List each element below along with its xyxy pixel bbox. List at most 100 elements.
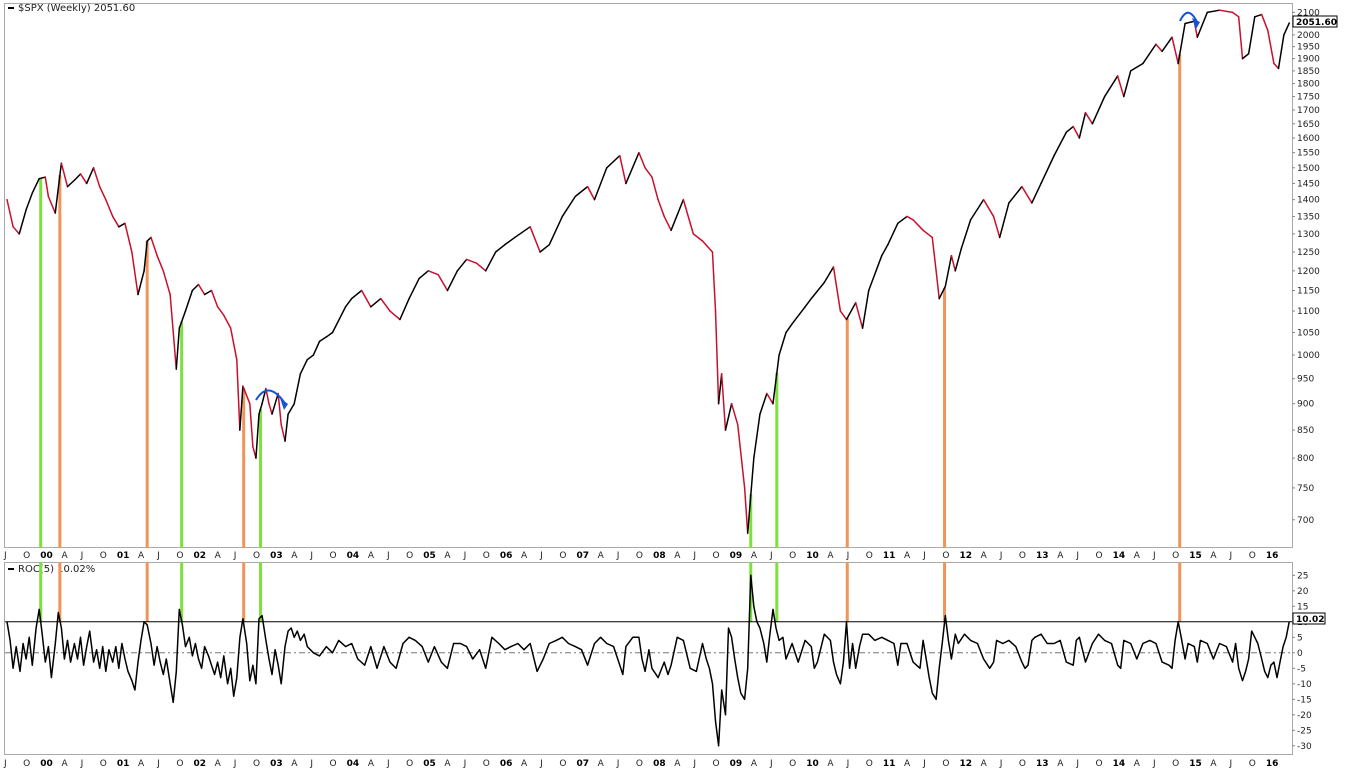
- price-segment: [210, 289, 219, 308]
- x-month-label: J: [463, 551, 467, 561]
- x-month-label: J: [692, 759, 696, 769]
- x-year-label: 07: [576, 551, 589, 561]
- price-segment: [644, 167, 653, 178]
- price-y-tick-label: 1350: [1297, 212, 1320, 222]
- price-last-value-box: 2051.60: [1292, 15, 1338, 28]
- x-month-label: O: [559, 551, 566, 561]
- price-segment: [1116, 75, 1125, 98]
- x-year-label: 16: [1266, 759, 1279, 769]
- price-segment: [1237, 16, 1244, 60]
- x-month-label: A: [368, 759, 375, 769]
- price-segment: [950, 254, 957, 272]
- price-segment: [514, 226, 531, 239]
- price-y-tick-label: 1450: [1297, 179, 1320, 189]
- price-segment: [1040, 154, 1055, 185]
- price-segment: [150, 236, 158, 257]
- price-segment: [823, 266, 835, 284]
- price-segment: [6, 198, 14, 228]
- roc-y-tick-label: 25: [1297, 571, 1308, 581]
- price-segment: [586, 185, 596, 201]
- x-year-label: 03: [270, 759, 283, 769]
- roc-y-tick-label: -30: [1297, 742, 1312, 752]
- price-segment: [867, 254, 883, 292]
- price-segment: [832, 266, 842, 312]
- x-month-label: A: [1057, 551, 1064, 561]
- roc-y-tick-label: -10: [1297, 680, 1312, 690]
- price-segment: [1247, 16, 1256, 55]
- arrow-annotation-2003: [255, 389, 288, 410]
- price-y-tick-label: 1750: [1297, 93, 1320, 103]
- x-year-label: 13: [1036, 759, 1049, 769]
- roc-y-tick-label: -15: [1297, 695, 1312, 705]
- x-month-label: A: [61, 759, 68, 769]
- x-month-label: O: [176, 551, 183, 561]
- price-segment: [1206, 9, 1221, 14]
- price-segment: [625, 151, 640, 185]
- x-year-label: 09: [730, 551, 743, 561]
- price-segment: [242, 385, 251, 405]
- price-y-tick-label: 1800: [1297, 80, 1320, 90]
- price-segment: [638, 151, 646, 169]
- price-segment: [548, 215, 564, 246]
- price-segment: [229, 327, 238, 361]
- price-segment: [1008, 185, 1023, 204]
- price-segment: [249, 402, 254, 448]
- x-month-label: O: [713, 759, 720, 769]
- x-month-label: A: [1057, 759, 1064, 769]
- price-segment: [670, 198, 685, 232]
- price-y-tick-label: 1150: [1297, 286, 1320, 296]
- x-month-label: J: [1229, 551, 1233, 561]
- x-month-label: O: [23, 551, 30, 561]
- x-month-label: J: [156, 759, 160, 769]
- x-month-label: A: [521, 759, 528, 769]
- price-segment: [1196, 11, 1209, 38]
- price-segment: [606, 154, 621, 169]
- x-month-label: A: [981, 759, 988, 769]
- price-y-tick-label: 1850: [1297, 67, 1320, 77]
- x-month-label: O: [1019, 759, 1026, 769]
- x-month-label: A: [521, 551, 528, 561]
- price-segment: [1031, 182, 1042, 204]
- price-segment: [717, 373, 723, 405]
- x-month-label: J: [309, 551, 313, 561]
- price-segment: [223, 314, 232, 329]
- price-segment: [299, 358, 309, 375]
- price-y-tick-label: 950: [1297, 375, 1314, 385]
- x-month-label: O: [483, 759, 490, 769]
- x-month-label: O: [330, 551, 337, 561]
- roc-y-tick-label: -20: [1297, 711, 1312, 721]
- price-segment: [54, 162, 63, 214]
- x-month-label: A: [674, 759, 681, 769]
- price-segment: [619, 154, 627, 185]
- price-segment: [105, 198, 114, 218]
- price-segment: [839, 310, 848, 321]
- price-segment: [465, 258, 478, 264]
- x-year-label: 08: [653, 551, 666, 561]
- price-y-tick-label: 800: [1297, 454, 1314, 464]
- price-segment: [255, 413, 260, 459]
- price-segment: [85, 167, 95, 185]
- price-segment: [175, 327, 181, 370]
- x-month-label: J: [80, 759, 84, 769]
- price-segment: [1260, 13, 1269, 32]
- price-segment: [258, 402, 263, 415]
- price-segment: [162, 270, 171, 296]
- price-y-tick-label: 1600: [1297, 134, 1320, 144]
- x-year-label: 04: [347, 551, 360, 561]
- x-month-label: J: [1075, 759, 1079, 769]
- price-segment: [938, 285, 947, 300]
- price-segment: [325, 331, 334, 338]
- x-year-label: 10: [806, 759, 819, 769]
- x-month-label: A: [751, 759, 758, 769]
- x-month-label: J: [539, 551, 543, 561]
- x-month-label: J: [692, 551, 696, 561]
- price-segment: [370, 297, 382, 308]
- x-year-label: 05: [423, 759, 436, 769]
- x-month-label: J: [616, 551, 620, 561]
- price-segment: [98, 185, 107, 201]
- x-month-label: A: [1210, 551, 1217, 561]
- price-segment: [969, 198, 985, 221]
- price-segment: [912, 219, 924, 232]
- price-legend: $SPX (Weekly) 2051.60: [18, 3, 135, 14]
- price-segment: [427, 270, 439, 276]
